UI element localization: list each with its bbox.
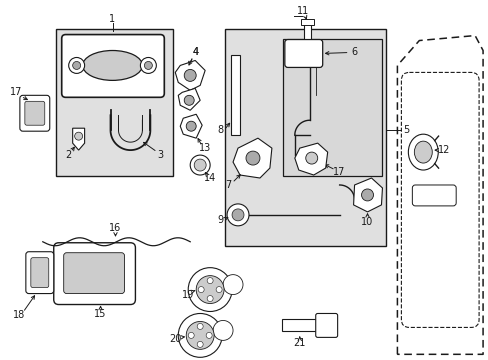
Ellipse shape	[413, 141, 431, 163]
Circle shape	[186, 121, 196, 131]
FancyBboxPatch shape	[54, 243, 135, 305]
Polygon shape	[294, 143, 327, 175]
Ellipse shape	[407, 134, 437, 170]
Circle shape	[184, 69, 196, 81]
Circle shape	[140, 58, 156, 73]
Circle shape	[184, 95, 194, 105]
Text: 4: 4	[192, 48, 198, 58]
Circle shape	[245, 151, 260, 165]
Bar	[56, 28, 173, 176]
Text: 3: 3	[157, 150, 163, 160]
Circle shape	[207, 278, 213, 284]
FancyBboxPatch shape	[285, 40, 322, 67]
Text: 21: 21	[293, 338, 305, 348]
Circle shape	[361, 189, 373, 201]
Bar	[300, 19, 313, 24]
Bar	[230, 55, 240, 135]
Polygon shape	[175, 60, 205, 90]
Text: 13: 13	[199, 143, 211, 153]
Bar	[281, 319, 319, 332]
Circle shape	[194, 159, 206, 171]
Text: 1: 1	[109, 14, 115, 24]
Text: 16: 16	[109, 223, 122, 233]
FancyBboxPatch shape	[20, 95, 50, 131]
Text: 11: 11	[296, 6, 308, 15]
FancyBboxPatch shape	[26, 252, 54, 293]
Circle shape	[186, 321, 214, 349]
Circle shape	[188, 332, 194, 338]
FancyBboxPatch shape	[315, 314, 337, 337]
Text: 10: 10	[361, 217, 373, 227]
Circle shape	[305, 152, 317, 164]
Circle shape	[197, 323, 203, 329]
Circle shape	[73, 62, 81, 69]
Text: 4: 4	[192, 48, 198, 58]
Polygon shape	[180, 114, 202, 138]
FancyBboxPatch shape	[63, 253, 124, 293]
Circle shape	[196, 276, 224, 303]
Text: 17: 17	[333, 167, 345, 177]
FancyBboxPatch shape	[25, 101, 45, 125]
Circle shape	[68, 58, 84, 73]
Text: 5: 5	[403, 125, 408, 135]
Bar	[224, 28, 386, 246]
FancyBboxPatch shape	[61, 35, 164, 97]
Circle shape	[144, 62, 152, 69]
Text: 17: 17	[10, 87, 22, 97]
Circle shape	[226, 204, 248, 226]
Circle shape	[198, 287, 203, 293]
Circle shape	[223, 275, 243, 294]
Text: 8: 8	[217, 125, 223, 135]
Circle shape	[232, 209, 244, 221]
Text: 19: 19	[182, 289, 194, 300]
Bar	[282, 39, 382, 176]
Polygon shape	[178, 88, 200, 110]
Text: 20: 20	[169, 334, 181, 345]
Circle shape	[197, 341, 203, 347]
Text: 14: 14	[203, 173, 216, 183]
FancyBboxPatch shape	[411, 185, 455, 206]
Circle shape	[178, 314, 222, 357]
Text: 15: 15	[94, 310, 106, 319]
Polygon shape	[73, 128, 84, 150]
Circle shape	[207, 296, 213, 302]
Polygon shape	[353, 178, 382, 212]
Polygon shape	[233, 138, 271, 178]
Text: 18: 18	[13, 310, 25, 320]
Text: 7: 7	[224, 180, 231, 190]
Text: 6: 6	[351, 48, 357, 58]
Circle shape	[206, 332, 212, 338]
Circle shape	[75, 132, 82, 140]
Circle shape	[190, 155, 210, 175]
Circle shape	[216, 287, 222, 293]
Circle shape	[188, 268, 232, 311]
Bar	[303, 23, 310, 58]
Text: 2: 2	[65, 150, 72, 160]
Text: 12: 12	[437, 145, 449, 155]
FancyBboxPatch shape	[31, 258, 49, 288]
Circle shape	[213, 320, 233, 340]
Ellipse shape	[82, 50, 142, 80]
Text: 9: 9	[217, 215, 223, 225]
